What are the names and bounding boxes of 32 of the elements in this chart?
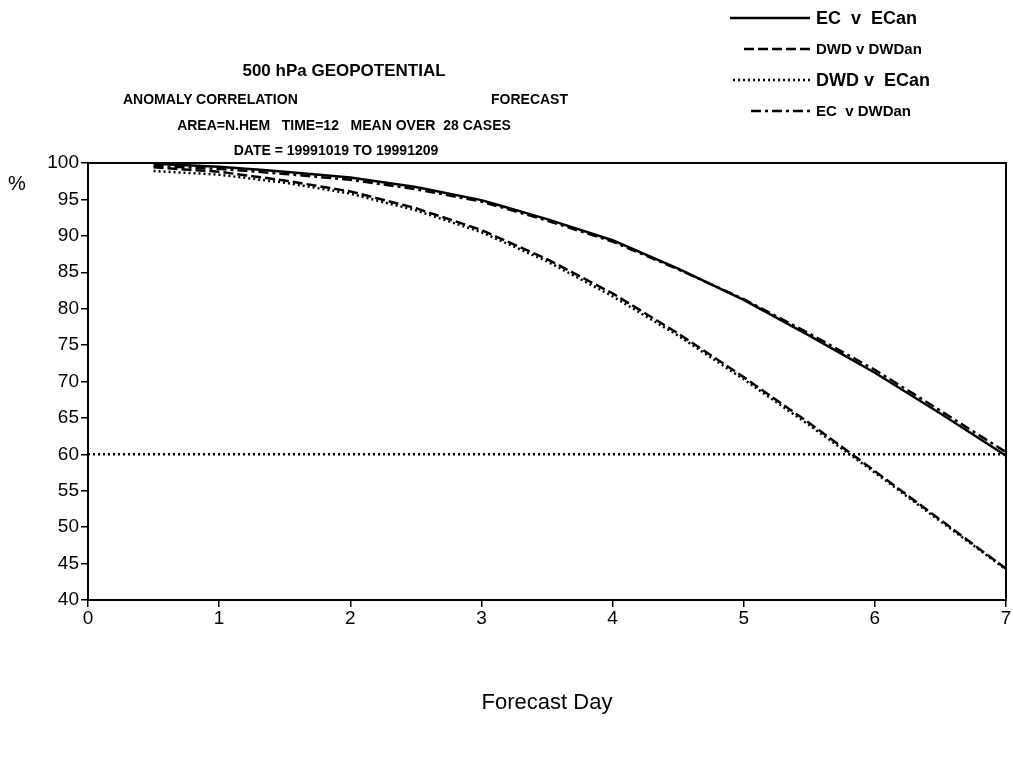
text: FORECAST	[491, 91, 569, 107]
y-tick-label: 45	[57, 551, 79, 573]
y-tick-label: 55	[57, 478, 79, 500]
text: AREA=N.HEM TIME=12 MEAN OVER 28 CASES	[177, 117, 511, 133]
x-tick-label: 0	[82, 606, 94, 628]
x-tick-label: 2	[345, 606, 356, 628]
x-tick-label: 7	[1000, 606, 1012, 628]
legend-label: EC v DWDan	[816, 102, 912, 120]
y-tick-label: 65	[57, 406, 79, 428]
x-tick-label: 3	[476, 606, 487, 628]
y-tick-label: 95	[57, 187, 79, 209]
y-tick-label: 100	[47, 151, 79, 173]
chart-title: 500 hPa GEOPOTENTIAL	[242, 61, 446, 80]
y-tick-label: 40	[57, 588, 79, 610]
y-tick-label: 90	[57, 224, 79, 246]
x-tick-label: 1	[213, 606, 225, 628]
y-tick-label: 70	[57, 369, 79, 391]
chart-subtitle: ANOMALY CORRELATION	[123, 91, 298, 107]
x-tick-label: 5	[738, 606, 749, 628]
x-tick-label: 4	[607, 606, 619, 628]
y-tick-label: 50	[57, 515, 79, 537]
y-tick-label: 60	[57, 442, 79, 464]
y-tick-label: 85	[57, 260, 79, 282]
legend-label: DWD v ECan	[816, 69, 931, 90]
y-tick-label: 75	[57, 333, 79, 355]
text: DATE = 19991019 TO 19991209	[233, 142, 439, 158]
legend-label: EC v ECan	[816, 7, 918, 28]
x-tick-label: 6	[869, 606, 881, 628]
legend-label: DWD v DWDan	[816, 40, 922, 58]
x-axis-title: Forecast Day	[481, 688, 613, 714]
y-tick-label: 80	[57, 296, 79, 318]
y-axis-title: %	[8, 172, 26, 194]
